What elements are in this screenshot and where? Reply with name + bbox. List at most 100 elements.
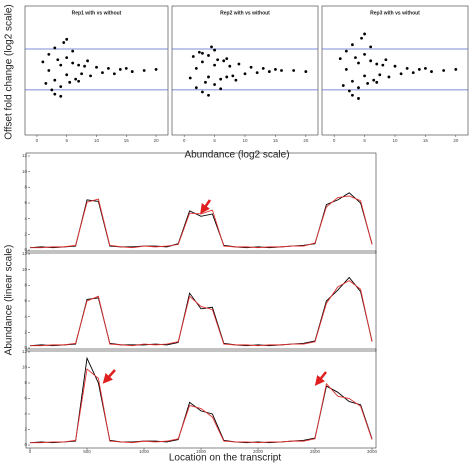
point [59, 63, 63, 67]
point [280, 69, 283, 72]
point [47, 69, 51, 72]
y-tick-label: 0 [24, 442, 27, 447]
y-tick-label: 0 [24, 345, 27, 350]
y-tick-label: 8 [24, 380, 27, 385]
x-tick-label: 20 [453, 138, 459, 143]
point [89, 74, 92, 78]
plot-frame [25, 250, 377, 352]
y-tick-label: 12 [22, 349, 28, 354]
point [71, 49, 75, 53]
point [41, 60, 45, 64]
point [341, 84, 345, 87]
point [351, 43, 354, 47]
point [68, 80, 72, 84]
point [124, 66, 128, 70]
point [50, 88, 54, 92]
point [44, 82, 48, 85]
x-tick-label: 500 [83, 449, 91, 454]
y-tick-label: 2 [24, 330, 27, 335]
point [228, 64, 232, 68]
coverage-line [29, 356, 373, 444]
y-tick-label: 0 [24, 247, 27, 252]
point [210, 45, 213, 49]
point [360, 36, 363, 40]
point [255, 71, 259, 75]
panel-title: Rep2 with vs without [220, 10, 270, 16]
y-tick-label: 2 [24, 232, 27, 237]
point [204, 80, 207, 84]
point [80, 72, 84, 76]
point [347, 89, 351, 93]
panel-title: Rep3 with vs without [370, 10, 420, 16]
x-tick-label: 10 [94, 138, 100, 143]
y-tick-label: 8 [24, 185, 27, 190]
point [71, 61, 75, 65]
x-tick-label: 0 [36, 138, 39, 143]
point [197, 50, 201, 54]
point [59, 94, 63, 98]
y-tick-label: 4 [24, 411, 27, 416]
point [363, 52, 366, 56]
point [366, 82, 370, 85]
point [86, 59, 89, 63]
point [207, 93, 210, 97]
y-axis-label: Abundance (linear scale) [4, 245, 15, 356]
point [292, 69, 296, 72]
point [237, 62, 241, 66]
point [53, 46, 57, 50]
point [369, 59, 373, 63]
point [107, 66, 110, 70]
point [213, 63, 216, 67]
point [344, 49, 348, 53]
y-tick-label: 2 [24, 427, 27, 432]
point [194, 66, 198, 70]
point [56, 58, 60, 62]
point [207, 54, 210, 57]
point [77, 79, 81, 83]
point [234, 78, 238, 82]
point [213, 48, 216, 52]
point [95, 65, 98, 69]
coverage-line [30, 195, 373, 249]
point [243, 72, 247, 76]
point [191, 55, 195, 58]
y-tick-label: 10 [22, 267, 28, 272]
x-tick-label: 5 [363, 138, 366, 143]
point [216, 58, 220, 62]
point [357, 86, 360, 90]
point [454, 68, 458, 71]
point [154, 68, 158, 71]
coverage-line [30, 280, 373, 347]
point [201, 60, 204, 64]
point [130, 70, 134, 73]
point [378, 73, 382, 77]
x-tick-label: 5 [213, 138, 216, 143]
y-tick-label: 12 [22, 153, 28, 158]
point [65, 56, 69, 59]
point [112, 72, 116, 76]
point [357, 97, 360, 100]
y-tick-label: 8 [24, 283, 27, 288]
point [225, 75, 229, 79]
point [74, 77, 78, 81]
x-tick-label: 10 [392, 138, 398, 143]
point [118, 68, 122, 71]
x-tick-label: 1500 [196, 449, 207, 454]
x-tick-label: 15 [273, 138, 279, 143]
arrow [200, 199, 212, 215]
point [65, 73, 69, 77]
point [357, 61, 360, 65]
point [363, 32, 366, 36]
x-tick-label: 5 [65, 138, 68, 143]
point [83, 64, 86, 68]
point [231, 74, 235, 78]
x-tick-label: 2000 [253, 449, 264, 454]
point [417, 68, 421, 71]
y-tick-label: 6 [24, 200, 27, 205]
x-tick-label: 0 [333, 138, 336, 143]
point [363, 74, 366, 78]
point [47, 52, 51, 56]
coverage-line [29, 276, 373, 347]
point [274, 68, 277, 71]
